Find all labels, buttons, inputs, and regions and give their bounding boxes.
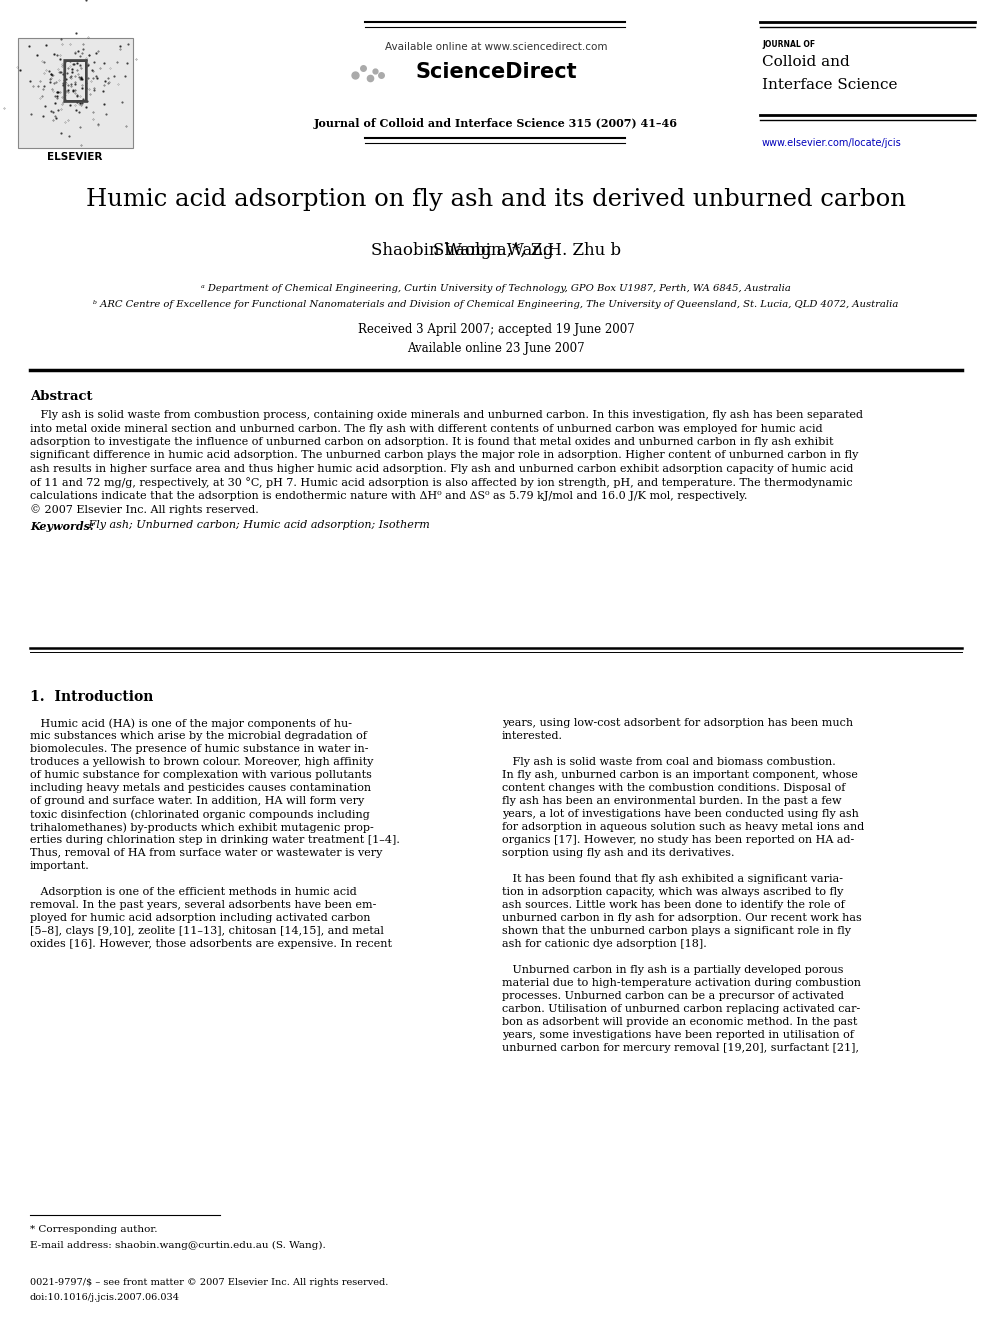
Text: troduces a yellowish to brown colour. Moreover, high affinity: troduces a yellowish to brown colour. Mo… xyxy=(30,757,373,767)
Text: In fly ash, unburned carbon is an important component, whose: In fly ash, unburned carbon is an import… xyxy=(502,770,858,781)
Text: unburned carbon for mercury removal [19,20], surfactant [21],: unburned carbon for mercury removal [19,… xyxy=(502,1043,859,1053)
Text: calculations indicate that the adsorption is endothermic nature with ΔH⁰ and ΔS⁰: calculations indicate that the adsorptio… xyxy=(30,491,747,501)
Text: oxides [16]. However, those adsorbents are expensive. In recent: oxides [16]. However, those adsorbents a… xyxy=(30,939,392,949)
Text: www.elsevier.com/locate/jcis: www.elsevier.com/locate/jcis xyxy=(762,138,902,148)
Text: carbon. Utilisation of unburned carbon replacing activated car-: carbon. Utilisation of unburned carbon r… xyxy=(502,1004,860,1013)
Text: years, some investigations have been reported in utilisation of: years, some investigations have been rep… xyxy=(502,1031,854,1040)
Text: JOURNAL OF: JOURNAL OF xyxy=(762,40,815,49)
Text: Interface Science: Interface Science xyxy=(762,78,898,93)
Text: including heavy metals and pesticides causes contamination: including heavy metals and pesticides ca… xyxy=(30,783,371,792)
Text: ᵃ Department of Chemical Engineering, Curtin University of Technology, GPO Box U: ᵃ Department of Chemical Engineering, Cu… xyxy=(201,284,791,292)
Text: toxic disinfection (chlorinated organic compounds including: toxic disinfection (chlorinated organic … xyxy=(30,808,370,819)
Text: ash results in higher surface area and thus higher humic acid adsorption. Fly as: ash results in higher surface area and t… xyxy=(30,464,853,474)
Bar xyxy=(18,38,133,148)
Text: material due to high-temperature activation during combustion: material due to high-temperature activat… xyxy=(502,978,861,988)
Text: Humic acid adsorption on fly ash and its derived unburned carbon: Humic acid adsorption on fly ash and its… xyxy=(86,188,906,210)
Text: content changes with the combustion conditions. Disposal of: content changes with the combustion cond… xyxy=(502,783,845,792)
Text: Keywords:: Keywords: xyxy=(30,520,94,532)
Text: important.: important. xyxy=(30,861,89,871)
Text: mic substances which arise by the microbial degradation of: mic substances which arise by the microb… xyxy=(30,732,367,741)
Text: Humic acid (HA) is one of the major components of hu-: Humic acid (HA) is one of the major comp… xyxy=(30,718,352,729)
Text: Colloid and: Colloid and xyxy=(762,56,850,69)
Text: significant difference in humic acid adsorption. The unburned carbon plays the m: significant difference in humic acid ads… xyxy=(30,451,858,460)
Text: ᵇ ARC Centre of Excellence for Functional Nanomaterials and Division of Chemical: ᵇ ARC Centre of Excellence for Functiona… xyxy=(93,300,899,310)
Text: Abstract: Abstract xyxy=(30,390,92,404)
Text: © 2007 Elsevier Inc. All rights reserved.: © 2007 Elsevier Inc. All rights reserved… xyxy=(30,504,259,515)
Text: It has been found that fly ash exhibited a significant varia-: It has been found that fly ash exhibited… xyxy=(502,875,843,884)
Text: Fly ash is solid waste from combustion process, containing oxide minerals and un: Fly ash is solid waste from combustion p… xyxy=(30,410,863,419)
Text: of 11 and 72 mg/g, respectively, at 30 °C, pH 7. Humic acid adsorption is also a: of 11 and 72 mg/g, respectively, at 30 °… xyxy=(30,478,853,488)
Text: fly ash has been an environmental burden. In the past a few: fly ash has been an environmental burden… xyxy=(502,796,841,806)
Text: Shaobin Wang a,*, Z.H. Zhu b: Shaobin Wang a,*, Z.H. Zhu b xyxy=(371,242,621,259)
Text: 1.  Introduction: 1. Introduction xyxy=(30,691,154,704)
Text: processes. Unburned carbon can be a precursor of activated: processes. Unburned carbon can be a prec… xyxy=(502,991,844,1002)
Text: Available online 23 June 2007: Available online 23 June 2007 xyxy=(407,343,585,355)
Text: Shaobin Wang: Shaobin Wang xyxy=(434,242,558,259)
Text: tion in adsorption capacity, which was always ascribed to fly: tion in adsorption capacity, which was a… xyxy=(502,886,843,897)
Text: E-mail address: shaobin.wang@curtin.edu.au (S. Wang).: E-mail address: shaobin.wang@curtin.edu.… xyxy=(30,1241,325,1250)
Text: trihalomethanes) by-products which exhibit mutagenic prop-: trihalomethanes) by-products which exhib… xyxy=(30,822,374,832)
Text: bon as adsorbent will provide an economic method. In the past: bon as adsorbent will provide an economi… xyxy=(502,1017,857,1027)
Text: ash for cationic dye adsorption [18].: ash for cationic dye adsorption [18]. xyxy=(502,939,706,949)
Text: Unburned carbon in fly ash is a partially developed porous: Unburned carbon in fly ash is a partiall… xyxy=(502,964,843,975)
Text: Adsorption is one of the efficient methods in humic acid: Adsorption is one of the efficient metho… xyxy=(30,886,357,897)
Text: years, a lot of investigations have been conducted using fly ash: years, a lot of investigations have been… xyxy=(502,808,859,819)
Text: ployed for humic acid adsorption including activated carbon: ployed for humic acid adsorption includi… xyxy=(30,913,370,923)
Text: erties during chlorination step in drinking water treatment [1–4].: erties during chlorination step in drink… xyxy=(30,835,400,845)
Text: 🌳: 🌳 xyxy=(61,56,89,105)
Text: for adsorption in aqueous solution such as heavy metal ions and: for adsorption in aqueous solution such … xyxy=(502,822,864,832)
Text: Received 3 April 2007; accepted 19 June 2007: Received 3 April 2007; accepted 19 June … xyxy=(358,323,634,336)
Text: adsorption to investigate the influence of unburned carbon on adsorption. It is : adsorption to investigate the influence … xyxy=(30,437,833,447)
Text: [5–8], clays [9,10], zeolite [11–13], chitosan [14,15], and metal: [5–8], clays [9,10], zeolite [11–13], ch… xyxy=(30,926,384,935)
Text: into metal oxide mineral section and unburned carbon. The fly ash with different: into metal oxide mineral section and unb… xyxy=(30,423,822,434)
Text: removal. In the past years, several adsorbents have been em-: removal. In the past years, several adso… xyxy=(30,900,376,910)
Text: * Corresponding author.: * Corresponding author. xyxy=(30,1225,158,1234)
Text: shown that the unburned carbon plays a significant role in fly: shown that the unburned carbon plays a s… xyxy=(502,926,851,935)
Text: ScienceDirect: ScienceDirect xyxy=(416,62,576,82)
Text: Thus, removal of HA from surface water or wastewater is very: Thus, removal of HA from surface water o… xyxy=(30,848,382,859)
Text: unburned carbon in fly ash for adsorption. Our recent work has: unburned carbon in fly ash for adsorptio… xyxy=(502,913,862,923)
Text: Fly ash is solid waste from coal and biomass combustion.: Fly ash is solid waste from coal and bio… xyxy=(502,757,835,767)
Text: doi:10.1016/j.jcis.2007.06.034: doi:10.1016/j.jcis.2007.06.034 xyxy=(30,1293,180,1302)
Text: organics [17]. However, no study has been reported on HA ad-: organics [17]. However, no study has bee… xyxy=(502,835,854,845)
Text: ELSEVIER: ELSEVIER xyxy=(48,152,103,161)
Text: interested.: interested. xyxy=(502,732,563,741)
Text: sorption using fly ash and its derivatives.: sorption using fly ash and its derivativ… xyxy=(502,848,734,859)
Text: Journal of Colloid and Interface Science 315 (2007) 41–46: Journal of Colloid and Interface Science… xyxy=(314,118,678,130)
Text: years, using low-cost adsorbent for adsorption has been much: years, using low-cost adsorbent for adso… xyxy=(502,718,853,728)
Text: Fly ash; Unburned carbon; Humic acid adsorption; Isotherm: Fly ash; Unburned carbon; Humic acid ads… xyxy=(85,520,430,531)
Text: Available online at www.sciencedirect.com: Available online at www.sciencedirect.co… xyxy=(385,42,607,52)
Text: ash sources. Little work has been done to identify the role of: ash sources. Little work has been done t… xyxy=(502,900,845,910)
Text: of ground and surface water. In addition, HA will form very: of ground and surface water. In addition… xyxy=(30,796,364,806)
Text: 0021-9797/$ – see front matter © 2007 Elsevier Inc. All rights reserved.: 0021-9797/$ – see front matter © 2007 El… xyxy=(30,1278,389,1287)
Text: of humic substance for complexation with various pollutants: of humic substance for complexation with… xyxy=(30,770,372,781)
Text: biomolecules. The presence of humic substance in water in-: biomolecules. The presence of humic subs… xyxy=(30,744,368,754)
